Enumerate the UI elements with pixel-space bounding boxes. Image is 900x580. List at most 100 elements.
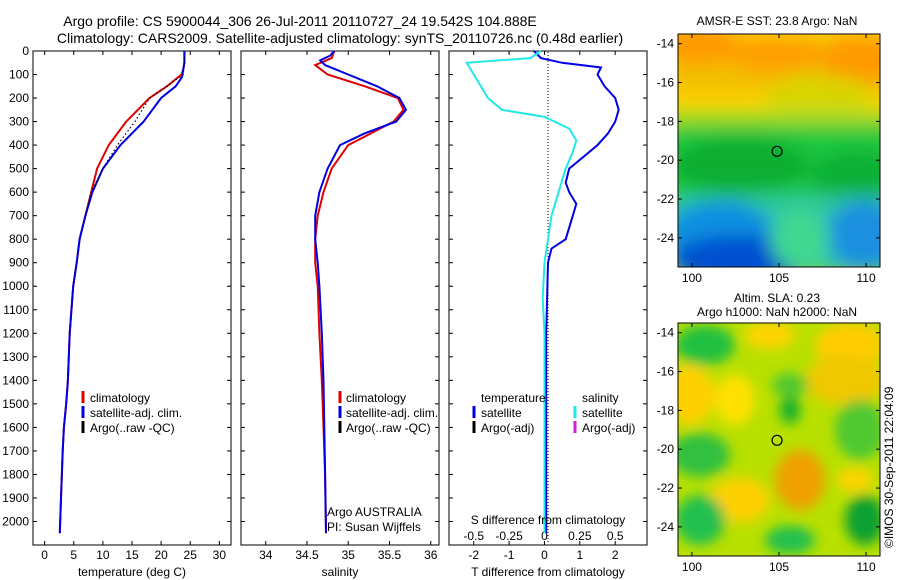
x-tick-label: 34.5 — [295, 548, 319, 562]
series-line-climatology — [313, 50, 405, 534]
x-tick-label-top: -0.25 — [495, 529, 523, 543]
y-tick-label: -24 — [657, 231, 675, 245]
difference-panel: -2 -1 0 1 2 -0.5 -0.25 0 0.25 0.5 S difference fr… — [448, 50, 648, 579]
x-tick-label: 0 — [541, 548, 548, 562]
y-tick-label: 700 — [9, 209, 29, 223]
y-tick-label: 1300 — [2, 350, 29, 364]
y-tick-label: 1800 — [2, 467, 29, 481]
legend-climatology-label: climatology — [346, 391, 406, 405]
series-line-argo-raw-qc- — [84, 58, 185, 216]
y-tick-label: 1100 — [3, 303, 29, 317]
temperature-xlabel: temperature (deg C) — [78, 565, 186, 579]
x-tick-label: 20 — [154, 548, 168, 562]
argo-position-marker — [771, 145, 783, 157]
legend-salinity-heading: salinity — [582, 391, 619, 405]
difference-xlabel: T difference from climatology — [471, 565, 625, 579]
y-tick-label: 200 — [9, 91, 29, 105]
y-tick-label: 1000 — [2, 279, 29, 293]
y-tick-label: 2000 — [2, 514, 29, 528]
sla-map-title-line2: Argo h1000: NaN h2000: NaN — [697, 305, 857, 319]
salinity-annotation-pi: PI: Susan Wijffels — [327, 520, 421, 534]
figure-title-line2: Climatology: CARS2009. Satellite-adjuste… — [57, 30, 623, 46]
y-tick-label: -20 — [657, 442, 675, 456]
salinity-legend: climatology satellite-adj. clim. Argo(..… — [338, 391, 438, 435]
difference-axes-frame — [448, 50, 648, 546]
salinity-panel: 34 34.5 35 35.5 36 salinity climatology sate… — [240, 50, 440, 579]
x-tick-label: 110 — [856, 271, 875, 285]
y-tick-label: 1200 — [2, 326, 29, 340]
y-tick-label: -14 — [657, 326, 675, 340]
x-tick-label: 105 — [769, 560, 789, 574]
imos-credit: ©IMOS 30-Sep-2011 22:04:09 — [882, 386, 896, 548]
salinity-annotation-argo: Argo AUSTRALIA — [327, 505, 422, 519]
x-tick-label: 36 — [424, 548, 438, 562]
argo-position-marker — [771, 434, 783, 446]
difference-legend: temperature satellite Argo(-adj) salinit… — [472, 391, 635, 435]
sst-map-title: AMSR-E SST: 23.8 Argo: NaN — [697, 14, 858, 28]
y-tick-label: 400 — [9, 138, 29, 152]
legend-sal-argo-label: Argo(-adj) — [582, 421, 635, 435]
y-tick-label: -20 — [657, 153, 675, 167]
x-tick-label-top: 0 — [541, 529, 548, 543]
x-tick-label: 30 — [213, 548, 227, 562]
legend-satellite-label: satellite-adj. clim. — [346, 406, 438, 420]
legend-argo-label: Argo(..raw -QC) — [346, 421, 431, 435]
sla-map-title-line1: Altim. SLA: 0.23 — [734, 291, 820, 305]
sst-map-field — [678, 34, 880, 267]
x-tick-label: -1 — [504, 548, 515, 562]
series-line-satellite-adj-clim- — [314, 50, 408, 534]
y-tick-label: 800 — [9, 232, 29, 246]
legend-climatology-label: climatology — [90, 391, 150, 405]
y-tick-label: 300 — [9, 115, 29, 129]
x-tick-label: 5 — [70, 548, 77, 562]
x-tick-label: 105 — [769, 271, 789, 285]
x-tick-label: 2 — [612, 548, 619, 562]
figure-title-line1: Argo profile: CS 5900044_306 26-Jul-2011… — [63, 13, 537, 29]
salinity-xlabel: salinity — [322, 565, 359, 579]
y-tick-label: 1900 — [2, 491, 29, 505]
y-tick-label: -18 — [657, 114, 675, 128]
y-tick-label: 500 — [9, 162, 29, 176]
y-tick-label: 1400 — [2, 373, 29, 387]
x-tick-label: 25 — [184, 548, 198, 562]
legend-argo-label: Argo(..raw -QC) — [90, 421, 175, 435]
y-tick-label: -18 — [657, 403, 675, 417]
x-tick-label-top: 0.25 — [568, 529, 592, 543]
y-tick-label: -16 — [657, 76, 675, 90]
x-tick-label: 1 — [576, 548, 583, 562]
x-tick-label: 15 — [125, 548, 139, 562]
x-tick-label: 110 — [856, 560, 875, 574]
y-tick-label: 1600 — [2, 420, 29, 434]
x-tick-label: 100 — [682, 271, 702, 285]
x-tick-label: 35.5 — [378, 548, 402, 562]
series-line-climatology — [58, 51, 186, 534]
sla-map-panel: Altim. SLA: 0.23 Argo h1000: NaN h2000: … — [657, 291, 881, 574]
y-tick-label: 1500 — [2, 397, 29, 411]
x-tick-label-top: 0.5 — [607, 529, 624, 543]
y-tick-label: -22 — [657, 192, 675, 206]
y-tick-label: -22 — [657, 481, 675, 495]
legend-temp-satellite-label: satellite — [481, 406, 522, 420]
y-tick-label: 600 — [9, 185, 29, 199]
y-tick-label: -16 — [657, 365, 675, 379]
y-tick-label: -24 — [657, 520, 675, 534]
x-tick-label: 10 — [96, 548, 110, 562]
y-tick-label: -14 — [657, 37, 675, 51]
y-tick-label: 1700 — [2, 444, 29, 458]
temperature-panel: 0100200300400500600700800900100011001200… — [2, 44, 232, 579]
y-tick-label: 100 — [9, 68, 29, 82]
legend-temp-argo-label: Argo(-adj) — [481, 421, 534, 435]
series-line-salinity-satellite — [464, 50, 578, 534]
difference-xlabel-top: S difference from climatology — [471, 513, 626, 527]
y-tick-label: 0 — [22, 44, 29, 58]
salinity-axes-frame — [240, 50, 440, 546]
x-tick-label: -2 — [468, 548, 479, 562]
x-tick-label: 35 — [342, 548, 356, 562]
x-tick-label: 0 — [41, 548, 48, 562]
temperature-legend: climatology satellite-adj. clim. Argo(..… — [81, 391, 182, 435]
series-line-temperature-satellite — [533, 50, 620, 534]
legend-temperature-heading: temperature — [481, 391, 546, 405]
y-tick-label: 900 — [9, 256, 29, 270]
x-tick-label-top: -0.5 — [463, 529, 484, 543]
